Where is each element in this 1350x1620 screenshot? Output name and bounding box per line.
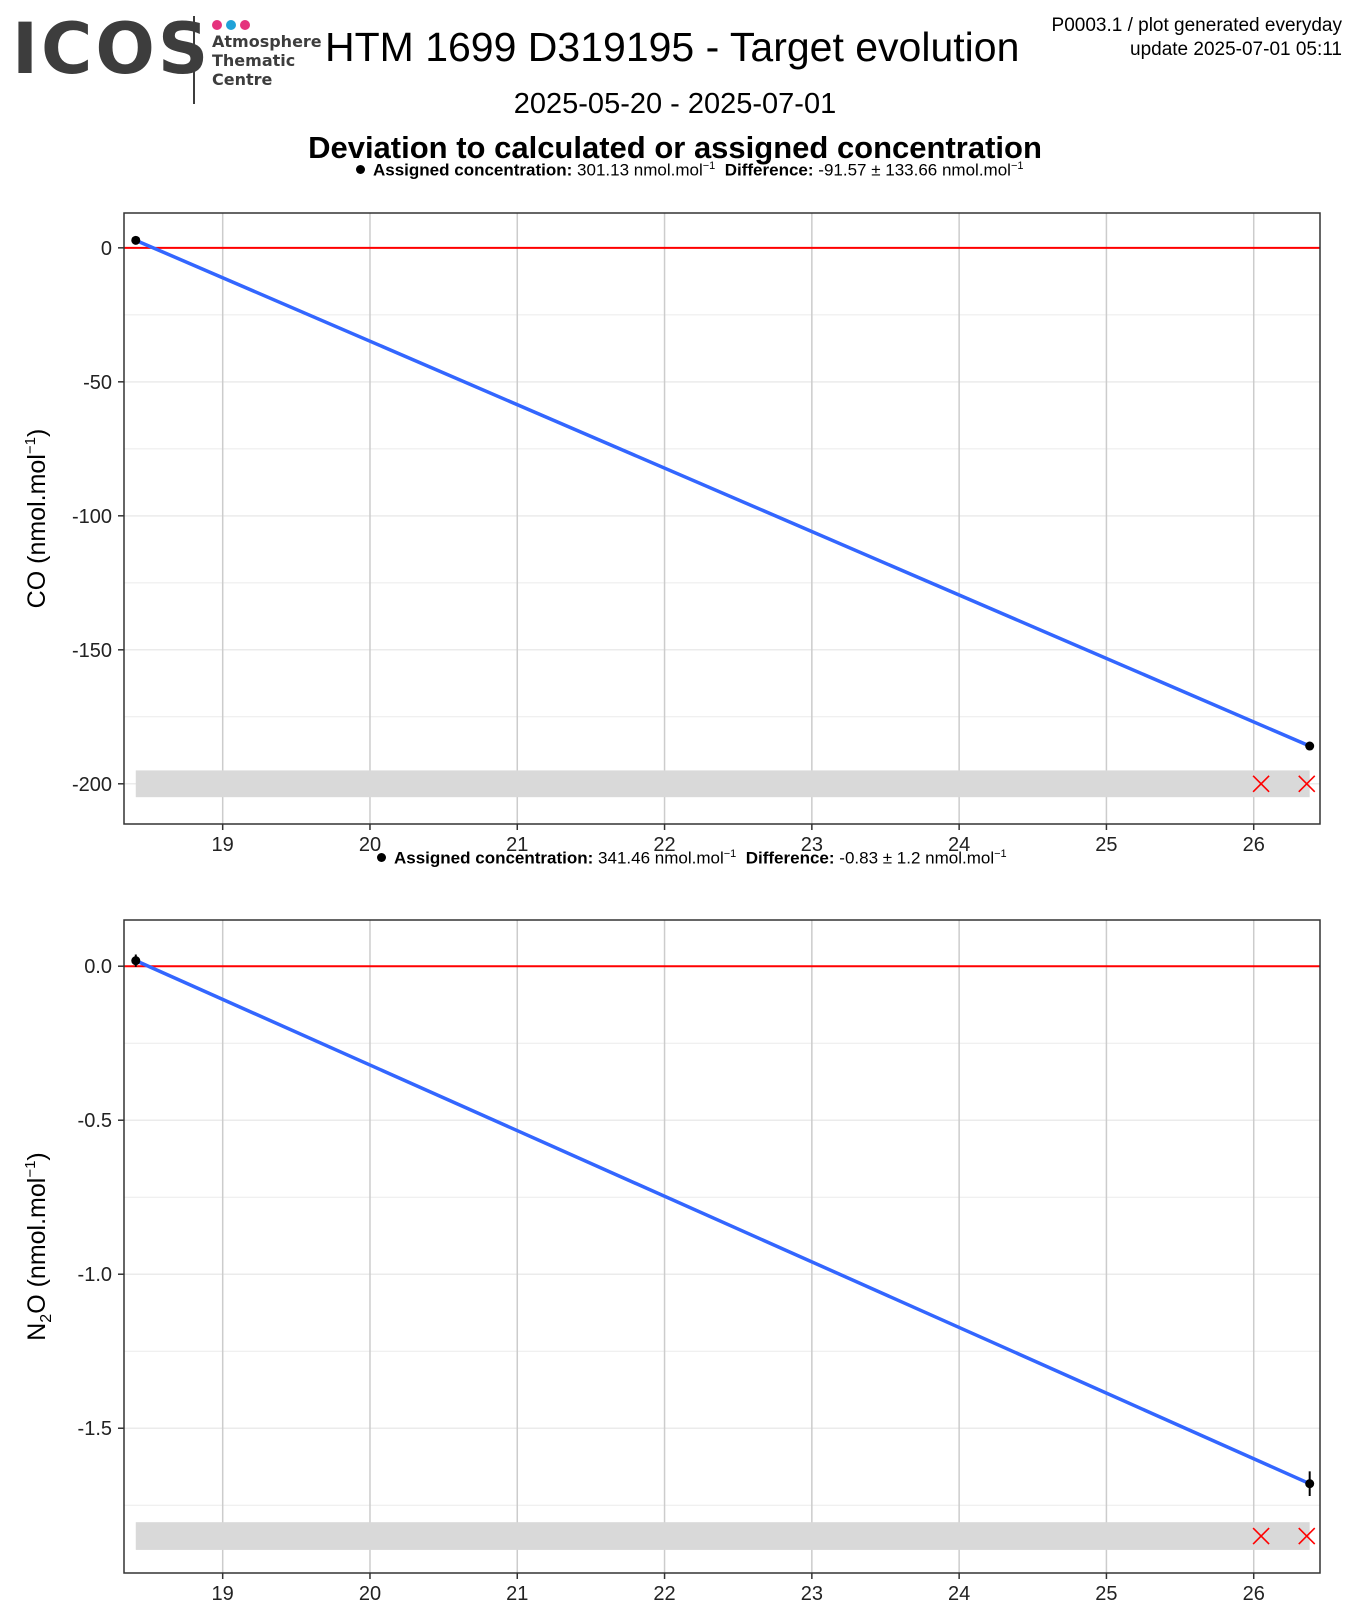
legend-assigned-exp: −1	[723, 848, 737, 860]
legend-assigned-label: Assigned concentration:	[394, 848, 594, 868]
legend-assigned-label: Assigned concentration:	[373, 160, 573, 180]
y-axis-label-base: N	[23, 1323, 51, 1341]
legend-point-icon	[377, 852, 386, 862]
flag-band	[135, 770, 1310, 798]
flag-marker-icon	[1252, 775, 1270, 793]
page-title: HTM 1699 D319195 - Target evolution	[325, 24, 1020, 70]
icos-logo: ICOS	[12, 8, 212, 90]
flag-marker-icon	[1298, 775, 1316, 793]
flag-marker-icon	[1298, 1527, 1316, 1545]
y-tick-label: -100	[72, 506, 112, 528]
legend-diff-value: -91.57 ± 133.66 nmol.mol	[818, 160, 1011, 180]
data-point	[131, 956, 141, 966]
x-tick-label: 21	[506, 1583, 528, 1605]
y-tick-label: -1.0	[78, 1264, 112, 1286]
y-tick-label: -200	[72, 774, 112, 796]
chart-n2o: 0.0 -0.5 -1.0 -1.5 19 20 21 22 23 24 25 26 N2O (nmol…	[22, 919, 1321, 1605]
x-tick-label: 24	[948, 834, 970, 856]
x-tick-label: 26	[1243, 1583, 1265, 1605]
logo-sub-line-3: Centre	[212, 70, 273, 89]
update-timestamp: update 2025-07-01 05:11	[1130, 39, 1342, 60]
legend-n2o: Assigned concentration: 341.46 nmol.mol−…	[377, 848, 1007, 869]
fit-line	[135, 959, 1311, 1486]
chart-subtitle: Deviation to calculated or assigned conc…	[308, 130, 1042, 165]
y-axis-label-subscript: 2	[38, 1314, 55, 1323]
legend-assigned-exp: −1	[702, 160, 716, 172]
x-tick-label: 23	[801, 1583, 823, 1605]
x-tick-label: 19	[212, 834, 234, 856]
legend-co: Assigned concentration: 301.13 nmol.mol−…	[356, 160, 1024, 181]
x-tick-label: 25	[1095, 834, 1117, 856]
x-tick-label: 26	[1243, 834, 1265, 856]
plot-id: P0003.1 / plot generated everyday	[1051, 15, 1342, 36]
logo-divider	[193, 16, 195, 104]
legend-point-icon	[356, 164, 365, 174]
y-axis-label-mid: O	[23, 1294, 51, 1313]
y-tick-label: -150	[72, 640, 112, 662]
data-point	[1305, 741, 1315, 751]
chart-co: 0 -50 -100 -150 -200 19 20 21 22 23 24 25 26 CO (nmol…	[22, 212, 1321, 856]
legend-diff-label: Difference:	[724, 160, 814, 180]
flag-band	[135, 1522, 1310, 1550]
x-tick-label: 20	[359, 1583, 381, 1605]
flag-marker-stroke	[1298, 1527, 1316, 1545]
flag-marker-stroke	[1252, 1527, 1270, 1545]
fit-line	[135, 238, 1311, 748]
legend-diff-exp: −1	[1010, 160, 1024, 172]
x-tick-label: 20	[359, 834, 381, 856]
x-tick-label: 25	[1095, 1583, 1117, 1605]
flag-marker-stroke	[1252, 775, 1270, 793]
x-tick-label: 24	[948, 1583, 970, 1605]
plot-frame	[123, 919, 1321, 1574]
y-axis-label-close: )	[23, 1152, 51, 1160]
generation-info: P0003.1 / plot generated everyday update…	[1052, 14, 1342, 62]
x-tick-label: 21	[506, 834, 528, 856]
y-axis-label-unit: (nmol.mol	[23, 1178, 51, 1295]
y-tick-label: 0	[101, 238, 112, 260]
legend-diff-value: -0.83 ± 1.2 nmol.mol	[839, 848, 995, 868]
logo-sub-line-1: Atmosphere	[212, 32, 322, 51]
data-point	[1305, 1479, 1315, 1489]
y-tick-label: 0.0	[84, 956, 112, 978]
logo-dots-icon	[212, 17, 254, 35]
plot-frame	[123, 212, 1321, 825]
y-tick-label: -1.5	[78, 1418, 112, 1440]
y-axis-label-unit: (nmol.mol	[23, 454, 51, 571]
y-axis-label-close: )	[23, 429, 51, 437]
header: ICOS Atmosphere Thematic Centre HTM 1699…	[0, 0, 1350, 200]
y-axis-label: CO (nmol.mol−1)	[22, 429, 51, 609]
date-range: 2025-05-20 - 2025-07-01	[513, 88, 837, 120]
legend-assigned-value: 301.13 nmol.mol	[577, 160, 703, 180]
legend-diff-label: Difference:	[745, 848, 835, 868]
x-tick-label: 23	[801, 834, 823, 856]
y-axis-label-base: CO	[23, 571, 51, 609]
logo-subtitle: Atmosphere Thematic Centre	[212, 32, 322, 89]
y-tick-label: -0.5	[78, 1110, 112, 1132]
flag-marker-icon	[1252, 1527, 1270, 1545]
data-point	[131, 235, 141, 245]
y-axis-label-exponent: −1	[22, 1161, 39, 1178]
y-tick-label: -50	[83, 372, 112, 394]
y-axis-label: N2O (nmol.mol−1)	[22, 1152, 55, 1341]
logo-sub-line-2: Thematic	[212, 51, 296, 70]
y-axis-label-exponent: −1	[22, 437, 39, 454]
x-tick-label: 22	[653, 1583, 675, 1605]
legend-assigned-value: 341.46 nmol.mol	[598, 848, 724, 868]
legend-diff-exp: −1	[994, 848, 1007, 860]
x-tick-label: 19	[212, 1583, 234, 1605]
flag-marker-stroke	[1298, 775, 1316, 793]
x-tick-label: 22	[653, 834, 675, 856]
